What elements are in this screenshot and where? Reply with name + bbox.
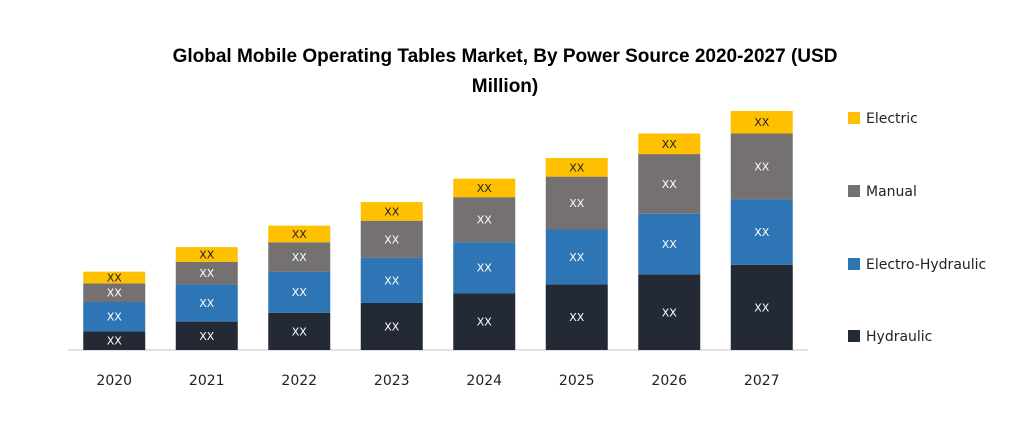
- bar-electric-2021: [175, 247, 238, 262]
- data-label-electric-2023: XX: [384, 205, 400, 218]
- legend-label-electric: Electric: [866, 111, 918, 127]
- x-tick-label-2021: 2021: [189, 373, 225, 389]
- bar-electro-hydraulic-2023: [360, 257, 423, 303]
- data-label-electric-2022: XX: [292, 228, 308, 241]
- x-tick-label-2023: 2023: [374, 373, 410, 389]
- bar-manual-2026: [638, 154, 701, 214]
- data-label-electric-2025: XX: [569, 161, 585, 174]
- bar-electric-2026: [638, 133, 701, 155]
- legend-label-manual: Manual: [866, 184, 917, 200]
- data-label-manual-2021: XX: [199, 267, 215, 280]
- bar-electric-2020: [83, 271, 146, 284]
- bar-hydraulic-2020: [83, 331, 146, 350]
- x-tick-labels: 2020 2021 2022 2023 2024 2025 2026 2027: [96, 373, 779, 389]
- data-label-electric-2027: XX: [754, 116, 770, 129]
- data-label-manual-2020: XX: [107, 287, 123, 300]
- data-label-hydraulic-2020: XX: [107, 335, 123, 348]
- data-label-manual-2027: XX: [754, 160, 770, 173]
- legend-swatch-hydraulic: [848, 330, 860, 342]
- bar-electro-hydraulic-2026: [638, 213, 701, 275]
- data-label-electro-hydraulic-2021: XX: [199, 297, 215, 310]
- data-label-hydraulic-2024: XX: [477, 316, 493, 329]
- legend-swatch-electro-hydraulic: [848, 258, 860, 270]
- bar-electric-2027: [730, 110, 793, 134]
- legend-label-hydraulic: Hydraulic: [866, 329, 932, 345]
- x-tick-label-2022: 2022: [281, 373, 317, 389]
- legend-swatch-electric: [848, 112, 860, 124]
- bar-hydraulic-2026: [638, 274, 701, 350]
- data-label-electro-hydraulic-2024: XX: [477, 262, 493, 275]
- data-label-electric-2020: XX: [107, 272, 123, 285]
- bar-hydraulic-2024: [453, 293, 516, 350]
- x-tick-label-2027: 2027: [744, 373, 780, 389]
- bar-electric-2023: [360, 202, 423, 221]
- bar-hydraulic-2027: [730, 264, 793, 350]
- bar-hydraulic-2022: [268, 312, 331, 350]
- data-label-manual-2025: XX: [569, 197, 585, 210]
- data-label-electro-hydraulic-2025: XX: [569, 251, 585, 264]
- x-tick-label-2025: 2025: [559, 373, 595, 389]
- bar-electro-hydraulic-2020: [83, 302, 146, 332]
- data-label-hydraulic-2025: XX: [569, 311, 585, 324]
- bar-electro-hydraulic-2022: [268, 271, 331, 313]
- bar-hydraulic-2023: [360, 302, 423, 350]
- bar-electro-hydraulic-2025: [545, 229, 608, 285]
- data-label-electric-2021: XX: [199, 248, 215, 261]
- bar-electro-hydraulic-2024: [453, 242, 516, 294]
- bars-layer: XX XX XX XX XX XX XX XX XX XX XX XX XX XX XX XX XX XX XX XX…: [83, 110, 793, 350]
- bar-manual-2024: [453, 197, 516, 243]
- x-tick-label-2020: 2020: [96, 373, 132, 389]
- data-label-hydraulic-2021: XX: [199, 330, 215, 343]
- data-label-hydraulic-2027: XX: [754, 301, 770, 314]
- chart-title-line-2: Million): [472, 76, 538, 97]
- data-label-manual-2026: XX: [662, 178, 678, 191]
- bar-electro-hydraulic-2027: [730, 199, 793, 265]
- bar-electric-2025: [545, 158, 608, 177]
- bar-electric-2022: [268, 225, 331, 243]
- data-label-electric-2026: XX: [662, 138, 678, 151]
- x-tick-label-2024: 2024: [466, 373, 502, 389]
- data-label-hydraulic-2022: XX: [292, 325, 308, 338]
- bar-manual-2020: [83, 283, 146, 302]
- legend-swatch-manual: [848, 185, 860, 197]
- chart-title-line-1: Global Mobile Operating Tables Market, B…: [173, 46, 838, 67]
- data-label-electro-hydraulic-2020: XX: [107, 311, 123, 324]
- bar-manual-2023: [360, 220, 423, 258]
- data-label-electric-2024: XX: [477, 182, 493, 195]
- bar-electro-hydraulic-2021: [175, 284, 238, 322]
- data-label-hydraulic-2026: XX: [662, 306, 678, 319]
- data-label-manual-2022: XX: [292, 251, 308, 264]
- x-tick-label-2026: 2026: [651, 373, 687, 389]
- data-label-electro-hydraulic-2027: XX: [754, 226, 770, 239]
- data-label-manual-2023: XX: [384, 233, 400, 246]
- bar-manual-2021: [175, 261, 238, 285]
- bar-manual-2027: [730, 133, 793, 200]
- data-label-electro-hydraulic-2022: XX: [292, 286, 308, 299]
- bar-electric-2024: [453, 178, 516, 198]
- legend: Electric Manual Electro-Hydraulic Hydraulic: [848, 111, 986, 345]
- data-label-hydraulic-2023: XX: [384, 320, 400, 333]
- legend-label-electro-hydraulic: Electro-Hydraulic: [866, 257, 986, 273]
- bar-hydraulic-2021: [175, 321, 238, 350]
- data-label-electro-hydraulic-2026: XX: [662, 238, 678, 251]
- bar-manual-2025: [545, 176, 608, 230]
- data-label-manual-2024: XX: [477, 214, 493, 227]
- bar-hydraulic-2025: [545, 284, 608, 350]
- bar-manual-2022: [268, 242, 331, 272]
- data-label-electro-hydraulic-2023: XX: [384, 274, 400, 287]
